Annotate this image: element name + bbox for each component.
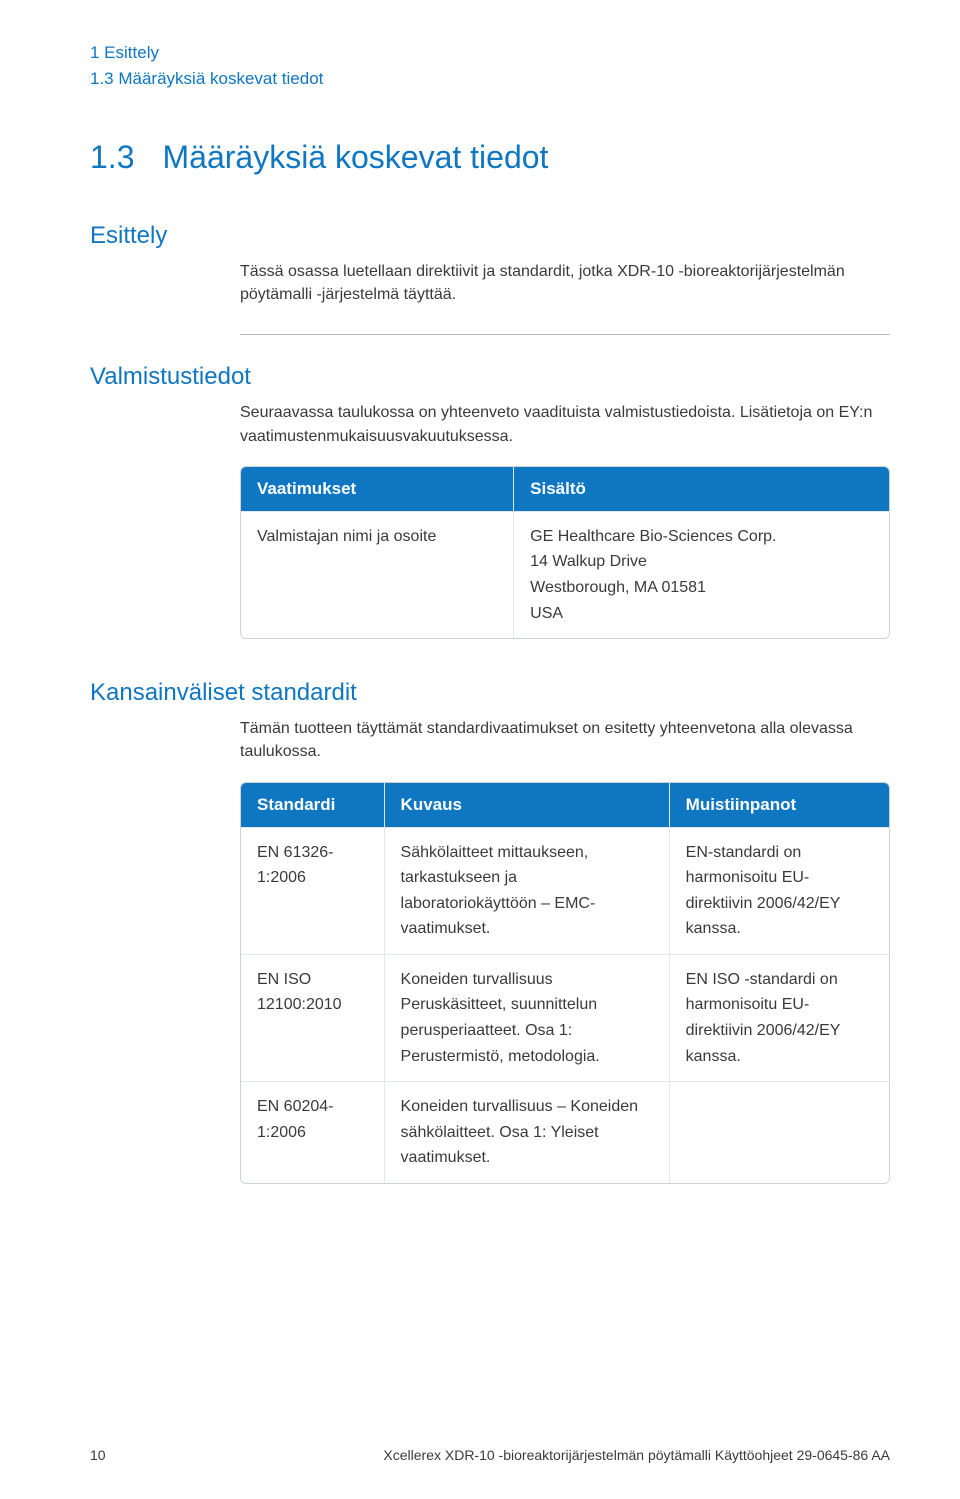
intro-text: Tässä osassa luetellaan direktiivit ja s… [240,260,890,306]
table-row: EN ISO 12100:2010 Koneiden turvallisuus … [241,954,889,1081]
header-line-2: 1.3 Määräyksiä koskevat tiedot [90,66,890,92]
table-header-cell: Sisältö [513,467,889,511]
section-number: 1.3 [90,139,134,176]
page-footer: 10 Xcellerex XDR-10 -bioreaktorijärjeste… [90,1447,890,1463]
section-title: Määräyksiä koskevat tiedot [162,139,548,176]
valmistustiedot-text: Seuraavassa taulukossa on yhteenveto vaa… [240,401,890,447]
table-cell: EN ISO -standardi on harmonisoitu EU-dir… [669,954,889,1081]
page-number: 10 [90,1447,106,1463]
divider [240,334,890,335]
intro-heading: Esittely [90,222,890,250]
mfr-addr-1: 14 Walkup Drive [530,549,873,575]
table-cell: Valmistajan nimi ja osoite [241,511,513,638]
table-cell: EN 61326-1:2006 [241,827,384,954]
section-heading: 1.3 Määräyksiä koskevat tiedot [90,139,890,200]
table-header-cell: Muistiinpanot [669,783,889,827]
table-cell [669,1081,889,1183]
mfr-name: GE Healthcare Bio-Sciences Corp. [530,524,873,550]
table-row: EN 61326-1:2006 Sähkölaitteet mittauksee… [241,827,889,954]
standardit-table: Standardi Kuvaus Muistiinpanot EN 61326-… [240,782,890,1185]
table-cell: Sähkölaitteet mittaukseen, tarkastukseen… [384,827,669,954]
table-cell: Koneiden turvallisuus – Koneiden sähköla… [384,1081,669,1183]
header-line-1: 1 Esittely [90,40,890,66]
table-cell: GE Healthcare Bio-Sciences Corp. 14 Walk… [513,511,889,638]
table-header-cell: Kuvaus [384,783,669,827]
mfr-country: USA [530,601,873,627]
mfr-addr-2: Westborough, MA 01581 [530,575,873,601]
valmistustiedot-table: Vaatimukset Sisältö Valmistajan nimi ja … [240,466,890,639]
valmistustiedot-heading: Valmistustiedot [90,363,890,391]
page-header: 1 Esittely 1.3 Määräyksiä koskevat tiedo… [90,40,890,91]
doc-title: Xcellerex XDR-10 -bioreaktorijärjestelmä… [383,1447,890,1463]
table-cell: EN-standardi on harmonisoitu EU-direktii… [669,827,889,954]
table-row: Valmistajan nimi ja osoite GE Healthcare… [241,511,889,638]
standardit-text: Tämän tuotteen täyttämät standardivaatim… [240,717,890,763]
standardit-heading: Kansainväliset standardit [90,679,890,707]
table-row: EN 60204-1:2006 Koneiden turvallisuus – … [241,1081,889,1183]
table-cell: EN 60204-1:2006 [241,1081,384,1183]
table-header-cell: Standardi [241,783,384,827]
table-cell: EN ISO 12100:2010 [241,954,384,1081]
table-cell: Koneiden turvallisuus Peruskäsitteet, su… [384,954,669,1081]
table-header-cell: Vaatimukset [241,467,513,511]
